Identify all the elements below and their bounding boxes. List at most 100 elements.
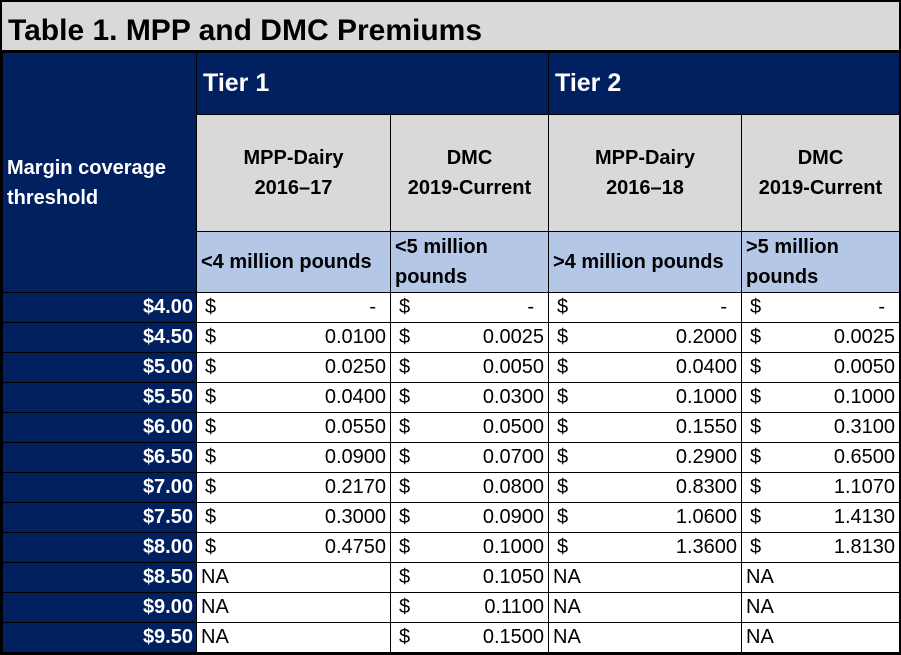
premium-cell: $0.0400 — [548, 352, 742, 383]
premium-value: 0.0050 — [833, 356, 895, 378]
currency-symbol: $ — [399, 476, 411, 498]
margin-value: $9.00 — [2, 592, 197, 623]
premium-value: 0.1050 — [482, 566, 544, 588]
table-row: $6.00 $0.0550 $0.0500 $0.1550 $0.3100 — [2, 412, 900, 443]
program-header-1: MPP-Dairy 2016–17 — [196, 114, 391, 232]
premium-value: 0.0300 — [482, 386, 544, 408]
premium-cell: $0.0500 — [390, 412, 549, 443]
premium-cell: NA — [548, 592, 742, 623]
program-header-4: DMC 2019-Current — [741, 114, 900, 232]
currency-symbol: $ — [750, 326, 762, 348]
currency-symbol: $ — [205, 536, 217, 558]
premium-cell: $0.4750 — [196, 532, 391, 563]
margin-value: $4.00 — [2, 292, 197, 323]
premium-cell: $0.2170 — [196, 472, 391, 503]
tier-1-header: Tier 1 — [196, 52, 549, 115]
premium-value: 0.0400 — [675, 356, 737, 378]
currency-symbol: $ — [557, 296, 569, 318]
premium-value: 0.3000 — [324, 506, 386, 528]
premium-cell: $0.0100 — [196, 322, 391, 353]
currency-symbol: $ — [399, 356, 411, 378]
currency-symbol: $ — [750, 296, 762, 318]
currency-symbol: $ — [205, 446, 217, 468]
premium-value: - — [369, 296, 376, 318]
currency-symbol: $ — [205, 326, 217, 348]
currency-symbol: $ — [399, 416, 411, 438]
table-row: $5.50 $0.0400 $0.0300 $0.1000 $0.1000 — [2, 382, 900, 413]
premium-value: 1.1070 — [833, 476, 895, 498]
table-row: $5.00 $0.0250 $0.0050 $0.0400 $0.0050 — [2, 352, 900, 383]
currency-symbol: $ — [205, 296, 217, 318]
table-row: $7.00 $0.2170 $0.0800 $0.8300 $1.1070 — [2, 472, 900, 503]
premium-cell: $0.3000 — [196, 502, 391, 533]
premium-value: 0.0900 — [324, 446, 386, 468]
premium-value: 0.4750 — [324, 536, 386, 558]
margin-value: $7.00 — [2, 472, 197, 503]
currency-symbol: $ — [750, 476, 762, 498]
premium-value: 0.0900 — [482, 506, 544, 528]
premium-cell: $1.4130 — [741, 502, 900, 533]
premium-cell: $0.6500 — [741, 442, 900, 473]
premium-cell: $1.8130 — [741, 532, 900, 563]
premium-cell: $0.2900 — [548, 442, 742, 473]
currency-symbol: $ — [399, 296, 411, 318]
program-years: 2016–18 — [606, 177, 684, 199]
premium-cell: $0.0400 — [196, 382, 391, 413]
margin-value: $7.50 — [2, 502, 197, 533]
currency-symbol: $ — [557, 326, 569, 348]
currency-symbol: $ — [557, 416, 569, 438]
premium-cell: $0.1000 — [741, 382, 900, 413]
currency-symbol: $ — [399, 536, 411, 558]
na-value: NA — [201, 596, 229, 618]
table-row: $9.00 NA $0.1100 NA NA — [2, 592, 900, 623]
premium-cell: NA — [741, 592, 900, 623]
premium-value: 0.8300 — [675, 476, 737, 498]
margin-value: $9.50 — [2, 622, 197, 653]
premium-value: - — [527, 296, 534, 318]
premium-cell: NA — [196, 592, 391, 623]
tier-2-header: Tier 2 — [548, 52, 900, 115]
volume-label-1: <4 million pounds — [196, 231, 391, 293]
premium-value: 1.3600 — [675, 536, 737, 558]
premium-cell: $1.0600 — [548, 502, 742, 533]
premium-cell: $0.1500 — [390, 622, 549, 653]
currency-symbol: $ — [557, 386, 569, 408]
currency-symbol: $ — [750, 386, 762, 408]
currency-symbol: $ — [205, 506, 217, 528]
premium-cell: $ - — [390, 292, 549, 323]
currency-symbol: $ — [557, 476, 569, 498]
premium-value: 1.0600 — [675, 506, 737, 528]
premium-cell: $0.3100 — [741, 412, 900, 443]
threshold-label: Margin coverage threshold — [7, 156, 166, 209]
premium-cell: $0.0025 — [741, 322, 900, 353]
premium-value: 0.1550 — [675, 416, 737, 438]
program-name: DMC — [446, 147, 493, 169]
margin-value: $5.50 — [2, 382, 197, 413]
na-value: NA — [201, 566, 229, 588]
premium-cell: $ - — [548, 292, 742, 323]
margin-value: $6.50 — [2, 442, 197, 473]
premium-value: 1.8130 — [833, 536, 895, 558]
premium-cell: $0.1100 — [390, 592, 549, 623]
currency-symbol: $ — [399, 386, 411, 408]
premium-value: 0.1000 — [482, 536, 544, 558]
premium-value: 0.0400 — [324, 386, 386, 408]
premium-value: 0.0700 — [482, 446, 544, 468]
premium-value: 0.3100 — [833, 416, 895, 438]
premium-value: 0.1500 — [482, 626, 544, 648]
currency-symbol: $ — [399, 566, 411, 588]
na-value: NA — [201, 626, 229, 648]
currency-symbol: $ — [399, 446, 411, 468]
currency-symbol: $ — [557, 446, 569, 468]
margin-value: $4.50 — [2, 322, 197, 353]
currency-symbol: $ — [399, 326, 411, 348]
premium-cell: $0.8300 — [548, 472, 742, 503]
premium-cell: $1.3600 — [548, 532, 742, 563]
premium-value: 0.1100 — [484, 596, 544, 618]
currency-symbol: $ — [557, 506, 569, 528]
premiums-table: Margin coverage threshold Tier 1 Tier 2 … — [2, 52, 900, 653]
premium-cell: NA — [196, 562, 391, 593]
premium-cell: $0.0050 — [741, 352, 900, 383]
premium-cell: $0.0250 — [196, 352, 391, 383]
